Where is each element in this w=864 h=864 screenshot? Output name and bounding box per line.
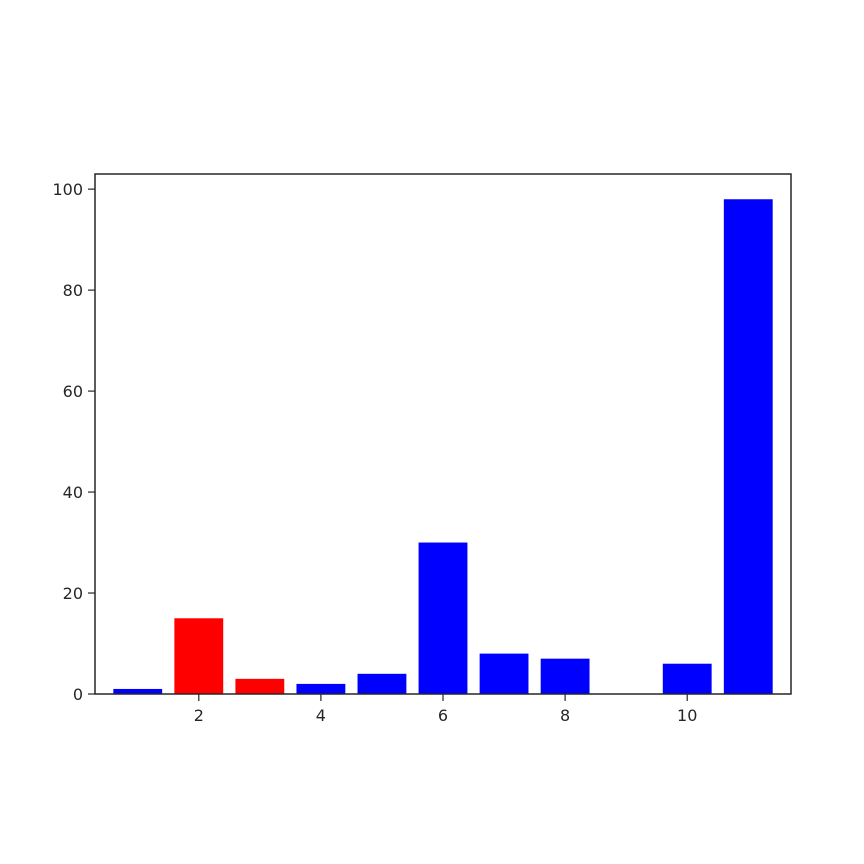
x-tick-label-6: 6 — [438, 706, 448, 725]
x-tick-label-4: 4 — [316, 706, 326, 725]
x-tick-label-10: 10 — [677, 706, 697, 725]
bar-8 — [540, 658, 590, 694]
x-tick-label-8: 8 — [560, 706, 570, 725]
y-tick-label-0: 0 — [73, 685, 83, 704]
y-tick-label-20: 20 — [63, 584, 83, 603]
bar-6 — [418, 542, 468, 694]
y-tick-label-100: 100 — [52, 180, 83, 199]
y-axis: 0 20 40 60 80 100 — [52, 180, 95, 704]
bar-2 — [174, 618, 224, 694]
bar-7 — [479, 653, 529, 694]
bar-1 — [113, 688, 163, 694]
x-tick-label-2: 2 — [194, 706, 204, 725]
bar-10 — [662, 663, 712, 694]
bar-3 — [235, 678, 285, 694]
bar-5 — [357, 673, 407, 694]
bar-11 — [723, 199, 773, 694]
y-tick-label-40: 40 — [63, 483, 83, 502]
bar-4 — [296, 683, 346, 694]
bars-group — [113, 199, 773, 694]
x-axis: 2 4 6 8 10 — [194, 694, 697, 725]
y-tick-label-60: 60 — [63, 382, 83, 401]
y-tick-label-80: 80 — [63, 281, 83, 300]
